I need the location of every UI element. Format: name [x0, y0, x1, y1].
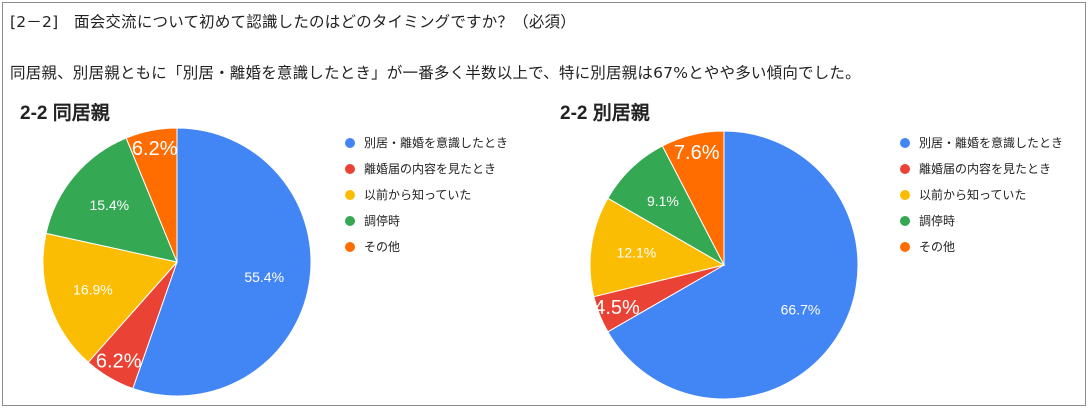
pie-slice: [661, 130, 725, 266]
legend-swatch: [900, 216, 910, 226]
legend-swatch: [900, 138, 910, 148]
summary-text: 同居親、別居親ともに「別居・離婚を意識したとき」が一番多く半数以上で、特に別居親…: [10, 64, 861, 82]
legend-label: その他: [364, 240, 400, 254]
chart-title: 2-2 同居親: [20, 101, 110, 124]
slice-percentage-label: 16.9%: [73, 281, 113, 297]
chart-title: 2-2 別居親: [560, 101, 650, 124]
slice-percentage-label: 6.2%: [96, 350, 142, 372]
legend-swatch: [345, 164, 355, 174]
legend-swatch: [900, 164, 910, 174]
survey-panel: [2, 2, 1086, 406]
legend-swatch: [900, 190, 910, 200]
slice-percentage-label: 15.4%: [89, 197, 129, 213]
slice-percentage-label: 4.5%: [594, 297, 640, 319]
legend-label: 調停時: [919, 213, 955, 228]
legend-swatch: [345, 190, 355, 200]
legend-swatch: [345, 216, 355, 226]
legend-label: その他: [919, 240, 955, 254]
slice-percentage-label: 7.6%: [674, 142, 720, 164]
legend-label: 別居・離婚を意識したとき: [364, 135, 508, 150]
legend-label: 離婚届の内容を見たとき: [919, 161, 1051, 176]
question-text: [2－2] 面会交流について初めて認識したのはどのタイミングですか？（必須）: [10, 13, 576, 31]
slice-percentage-label: 66.7%: [781, 301, 821, 317]
pie-slice: [42, 232, 178, 364]
legend-label: 以前から知っていた: [364, 187, 471, 202]
legend-label: 調停時: [364, 213, 400, 228]
legend-label: 別居・離婚を意識したとき: [919, 135, 1063, 150]
pie-chart-cohabiting-parent: 2-2 同居親 55.4% 6.2% 16.9% 15.4% 6.2% 別居・離婚を意識…: [20, 101, 508, 397]
pie-slice: [607, 130, 859, 400]
slice-percentage-label: 9.1%: [647, 193, 679, 209]
legend-swatch: [900, 242, 910, 252]
pie-slice: [589, 197, 726, 298]
slice-percentage-label: 6.2%: [132, 138, 178, 160]
slice-percentage-label: 12.1%: [617, 245, 657, 261]
pie-chart-separated-parent: 2-2 別居親 66.7% 4.5% 12.1% 9.1% 7.6% 別居・離婚を意識し…: [560, 101, 1063, 400]
pie-slice: [45, 137, 178, 263]
legend-swatch: [345, 138, 355, 148]
legend-swatch: [345, 242, 355, 252]
legend-label: 以前から知っていた: [919, 187, 1026, 202]
legend-label: 離婚届の内容を見たとき: [364, 161, 496, 176]
slice-percentage-label: 55.4%: [244, 269, 284, 285]
pie-slice: [125, 127, 178, 263]
